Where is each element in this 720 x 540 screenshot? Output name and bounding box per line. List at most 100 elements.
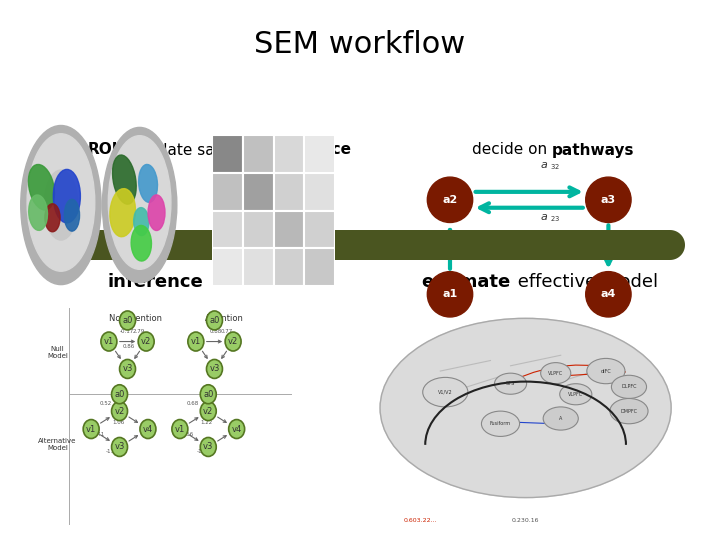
Polygon shape [26, 222, 48, 268]
Circle shape [229, 420, 245, 438]
Ellipse shape [587, 359, 625, 384]
Bar [243, 248, 274, 286]
Circle shape [101, 332, 117, 351]
Text: v3: v3 [210, 364, 220, 374]
Text: SEM workflow: SEM workflow [254, 30, 466, 59]
Text: A: A [559, 416, 562, 421]
Circle shape [586, 177, 631, 222]
Text: 1.22: 1.22 [200, 420, 212, 425]
Polygon shape [670, 230, 685, 260]
Ellipse shape [611, 375, 647, 399]
Text: a3: a3 [600, 195, 616, 205]
Text: a: a [540, 212, 547, 222]
Circle shape [586, 272, 631, 317]
Text: v3: v3 [122, 364, 132, 374]
Bar [274, 135, 304, 173]
Text: 0.88: 0.88 [209, 329, 221, 334]
Bar [274, 248, 304, 286]
Bar [48, 230, 670, 260]
Text: v4: v4 [143, 424, 153, 434]
Ellipse shape [27, 134, 95, 271]
Text: DLPFC: DLPFC [621, 384, 636, 389]
Circle shape [427, 272, 473, 317]
Text: a: a [438, 242, 444, 252]
Bar [212, 173, 243, 211]
Ellipse shape [29, 165, 55, 210]
Circle shape [120, 360, 135, 379]
Bar [274, 173, 304, 211]
Circle shape [112, 402, 127, 421]
Text: estimate: estimate [420, 273, 510, 291]
Text: 2.79: 2.79 [133, 329, 145, 334]
Text: a0: a0 [122, 316, 132, 325]
Circle shape [138, 332, 154, 351]
Ellipse shape [541, 363, 571, 384]
Text: ROIs: ROIs [88, 143, 127, 158]
Text: a2: a2 [442, 195, 458, 205]
Circle shape [84, 420, 99, 438]
Text: a: a [644, 242, 652, 252]
Text: v1: v1 [104, 337, 114, 346]
Text: effective model: effective model [512, 273, 658, 291]
Text: STS: STS [506, 381, 516, 386]
Text: decide on: decide on [472, 143, 552, 158]
Bar [304, 248, 335, 286]
Text: DMPFC: DMPFC [621, 409, 637, 414]
Text: a0: a0 [210, 316, 220, 325]
Ellipse shape [139, 165, 158, 202]
Text: pathways: pathways [552, 143, 634, 158]
Text: $_{23}$: $_{23}$ [550, 214, 560, 224]
Ellipse shape [112, 155, 136, 204]
Text: Attention: Attention [204, 314, 243, 323]
Text: VLPFC: VLPFC [568, 392, 583, 397]
Bar [274, 211, 304, 248]
Bar [243, 211, 274, 248]
Circle shape [207, 360, 222, 379]
Text: a0: a0 [114, 390, 125, 399]
Ellipse shape [610, 399, 648, 424]
Text: 0.68: 0.68 [187, 401, 199, 406]
Text: v4: v4 [232, 424, 242, 434]
Ellipse shape [53, 170, 81, 223]
Bar [243, 135, 274, 173]
Text: $_{21}$: $_{21}$ [456, 244, 467, 254]
Text: -1.34: -1.34 [197, 449, 211, 454]
Text: v1: v1 [175, 424, 185, 434]
Bar [304, 135, 335, 173]
Ellipse shape [380, 319, 671, 497]
Ellipse shape [131, 225, 151, 261]
Text: 0.77: 0.77 [220, 329, 233, 334]
Circle shape [112, 437, 127, 456]
Ellipse shape [482, 411, 520, 436]
Bar [243, 173, 274, 211]
Ellipse shape [108, 136, 171, 269]
Bar [304, 173, 335, 211]
Bar [212, 211, 243, 248]
Text: a0: a0 [203, 390, 213, 399]
Circle shape [188, 332, 204, 351]
Text: -0.41: -0.41 [91, 433, 105, 437]
Text: v2: v2 [114, 407, 125, 416]
Ellipse shape [423, 377, 468, 407]
Text: a: a [540, 160, 547, 171]
Text: v3: v3 [114, 442, 125, 451]
Ellipse shape [543, 407, 578, 430]
Circle shape [427, 177, 473, 222]
Text: VLPFC: VLPFC [548, 370, 563, 376]
Text: v2: v2 [203, 407, 213, 416]
Circle shape [225, 332, 241, 351]
Circle shape [140, 420, 156, 438]
Ellipse shape [64, 199, 79, 231]
Text: 0.230.16: 0.230.16 [512, 518, 539, 523]
Text: covariance: covariance [258, 143, 351, 158]
Ellipse shape [21, 125, 101, 285]
Ellipse shape [134, 207, 149, 235]
Text: a4: a4 [600, 289, 616, 299]
Ellipse shape [110, 188, 135, 237]
Circle shape [172, 420, 188, 438]
Bar [212, 135, 243, 173]
Circle shape [200, 402, 216, 421]
Text: v1: v1 [86, 424, 96, 434]
Text: 0.52: 0.52 [100, 401, 112, 406]
Circle shape [200, 437, 216, 456]
